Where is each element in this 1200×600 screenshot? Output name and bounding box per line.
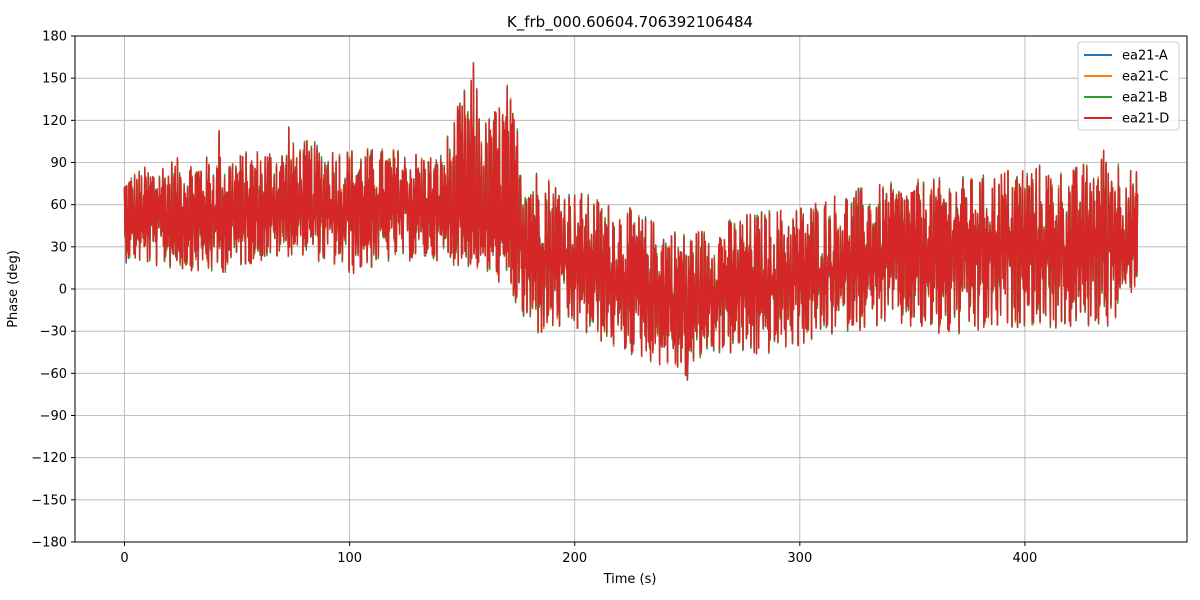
legend: ea21-A ea21-C ea21-B ea21-D bbox=[1077, 41, 1180, 131]
legend-entry: ea21-B bbox=[1122, 91, 1168, 106]
y-tick-label: 30 bbox=[50, 240, 67, 255]
x-tick-label: 100 bbox=[337, 551, 362, 566]
legend-entry: ea21-A bbox=[1122, 49, 1168, 64]
x-tick-label: 0 bbox=[120, 551, 128, 566]
y-tick-label: 90 bbox=[50, 156, 67, 171]
y-axis-label: Phase (deg) bbox=[6, 250, 21, 328]
x-tick-label: 300 bbox=[787, 551, 812, 566]
y-tick-label: −30 bbox=[40, 325, 67, 340]
legend-entry: ea21-D bbox=[1122, 112, 1169, 127]
x-tick-label: 200 bbox=[562, 551, 587, 566]
y-tick-label: 60 bbox=[50, 198, 67, 213]
y-tick-label: 120 bbox=[42, 114, 67, 129]
axis-ticks: 0 100 200 300 400 −180 −150 −120 −90 −60 −30 0 30 60 9… bbox=[31, 30, 1037, 567]
y-tick-label: 0 bbox=[59, 283, 67, 298]
y-tick-label: −90 bbox=[40, 409, 67, 424]
y-tick-label: −120 bbox=[31, 451, 67, 466]
legend-box bbox=[1077, 41, 1180, 131]
series-line-ea21-D bbox=[123, 64, 1139, 381]
y-tick-label: 180 bbox=[42, 30, 67, 45]
y-tick-label: 150 bbox=[42, 72, 67, 87]
y-tick-label: −60 bbox=[40, 367, 67, 382]
x-axis-label: Time (s) bbox=[603, 572, 657, 587]
series-lines bbox=[123, 61, 1139, 382]
legend-entry: ea21-C bbox=[1122, 70, 1168, 85]
y-tick-label: −180 bbox=[31, 536, 67, 551]
y-tick-label: −150 bbox=[31, 493, 67, 508]
chart-title: K_frb_000.60604.706392106484 bbox=[507, 13, 753, 32]
x-tick-label: 400 bbox=[1013, 551, 1038, 566]
